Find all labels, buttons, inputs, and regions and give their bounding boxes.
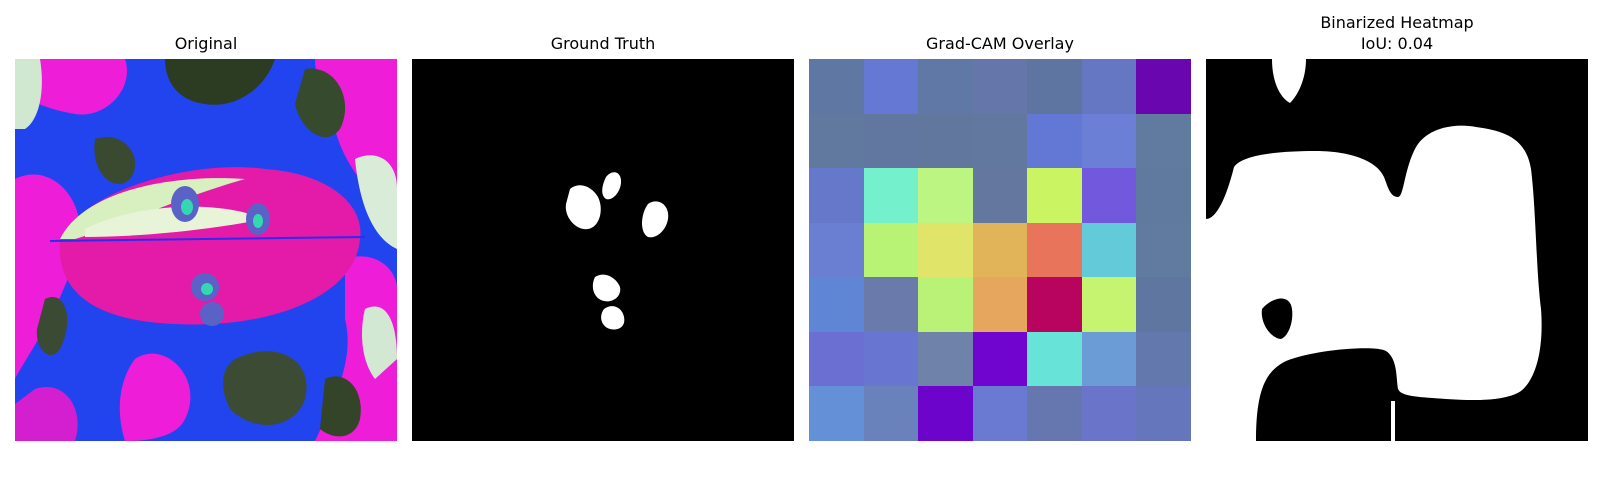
heatmap-cell [864, 332, 918, 386]
binarized-panel: Binarized Heatmap IoU: 0.04 [1206, 0, 1588, 500]
heatmap-cell [918, 114, 973, 168]
heatmap-cell [864, 168, 918, 223]
heatmap-cell [973, 59, 1027, 114]
heatmap-cell [1082, 277, 1136, 332]
heatmap-cell [973, 277, 1027, 332]
heatmap-cell [1027, 277, 1082, 332]
heatmap-cell [1136, 223, 1191, 277]
heatmap-cell [809, 332, 864, 386]
heatmap-cell [918, 223, 973, 277]
heatmap-cell [864, 386, 918, 441]
heatmap-cell [1082, 332, 1136, 386]
heatmap-cell [918, 332, 973, 386]
heatmap-cell [1027, 114, 1082, 168]
heatmap-cell [1136, 386, 1191, 441]
heatmap-cell [973, 168, 1027, 223]
heatmap-cell [864, 114, 918, 168]
heatmap-cell [1082, 59, 1136, 114]
ground-truth-panel: Ground Truth [412, 0, 794, 500]
heatmap-cell [1082, 223, 1136, 277]
original-title: Original [174, 34, 238, 53]
heatmap-cell [1136, 277, 1191, 332]
heatmap-cell [1082, 386, 1136, 441]
heatmap-cell [918, 277, 973, 332]
heatmap-cell [918, 386, 973, 441]
iou-label: IoU: 0.04 [1360, 34, 1434, 53]
binarized-title: Binarized Heatmap [1320, 13, 1474, 32]
heatmap-cell [1027, 168, 1082, 223]
original-image [15, 59, 397, 441]
heatmap-cell [1136, 59, 1191, 114]
heatmap-cell [809, 59, 864, 114]
heatmap-cell [1082, 168, 1136, 223]
heatmap-cell [1136, 114, 1191, 168]
heatmap-cell [973, 114, 1027, 168]
heatmap-cell [1027, 59, 1082, 114]
heatmap-cell [809, 223, 864, 277]
heatmap-cell [1027, 332, 1082, 386]
heatmap-cell [809, 114, 864, 168]
heatmap-cell [864, 277, 918, 332]
gradcam-title: Grad-CAM Overlay [926, 34, 1074, 53]
binarized-mask [1206, 59, 1588, 441]
heatmap-cell [973, 223, 1027, 277]
heatmap-cell [809, 277, 864, 332]
original-panel: Original [15, 0, 397, 500]
heatmap-cell [809, 168, 864, 223]
heatmap-cell [1027, 223, 1082, 277]
heatmap-cell [809, 386, 864, 441]
gradcam-panel: Grad-CAM Overlay [809, 0, 1191, 500]
heatmap-cell [1136, 168, 1191, 223]
ground-truth-mask [412, 59, 794, 441]
gradcam-heatmap [809, 59, 1191, 441]
heatmap-cell [918, 59, 973, 114]
heatmap-cell [864, 59, 918, 114]
ground-truth-title: Ground Truth [550, 34, 656, 53]
heatmap-cell [1136, 332, 1191, 386]
heatmap-cell [973, 386, 1027, 441]
heatmap-cell [1082, 114, 1136, 168]
heatmap-cell [1027, 386, 1082, 441]
heatmap-cell [918, 168, 973, 223]
heatmap-cell [973, 332, 1027, 386]
heatmap-cell [864, 223, 918, 277]
